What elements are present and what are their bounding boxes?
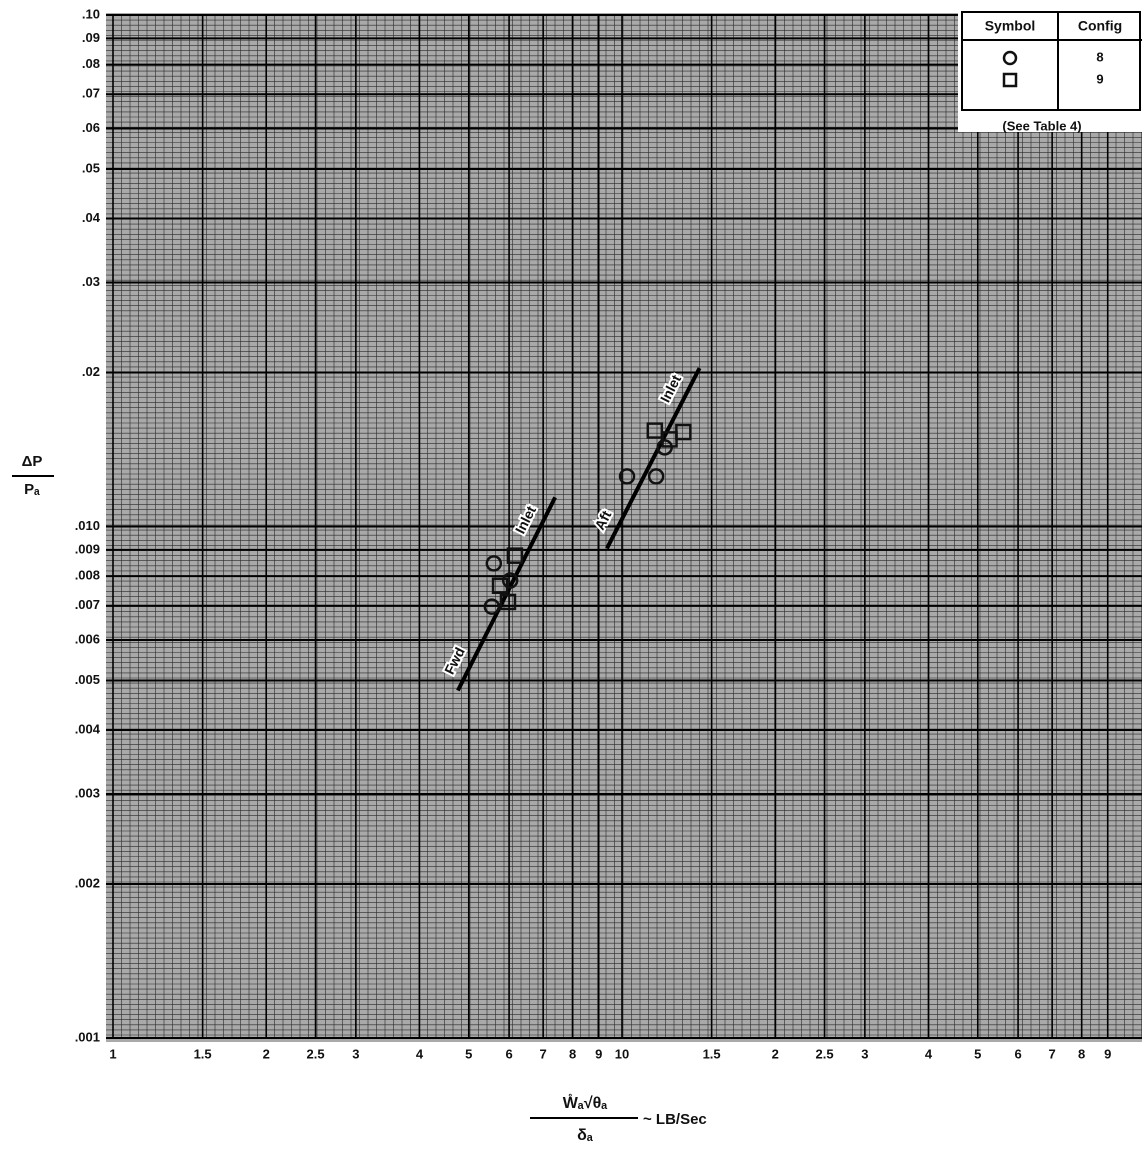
legend-note: (See Table 4) bbox=[1002, 118, 1081, 133]
x-label-unit: ~ LB/Sec bbox=[643, 1111, 707, 1128]
legend-table bbox=[961, 11, 1141, 111]
point bbox=[647, 468, 665, 485]
y-tick-label: .06 bbox=[82, 120, 100, 135]
x-tick-label: 2 bbox=[772, 1046, 779, 1061]
y-tick-label: .03 bbox=[82, 274, 100, 289]
legend-header: Config bbox=[1078, 18, 1122, 34]
x-label-denominator: δₐ bbox=[577, 1127, 593, 1144]
point bbox=[661, 431, 678, 448]
y-tick-label: .010 bbox=[75, 518, 100, 533]
y-tick-label: .07 bbox=[82, 86, 100, 101]
x-tick-label: 8 bbox=[569, 1046, 576, 1061]
point bbox=[501, 572, 519, 589]
y-tick-label: .09 bbox=[82, 30, 100, 45]
y-tick-label: .04 bbox=[82, 210, 101, 225]
point bbox=[483, 598, 501, 615]
y-tick-label: .009 bbox=[75, 541, 100, 556]
legend-marker bbox=[1002, 50, 1018, 66]
x-tick-label: 2.5 bbox=[307, 1046, 325, 1061]
point bbox=[646, 422, 664, 439]
x-tick-label: 5 bbox=[465, 1046, 472, 1061]
y-label-numerator: ΔP bbox=[22, 453, 43, 470]
x-tick-label: 2 bbox=[263, 1046, 270, 1061]
y-tick-label: .001 bbox=[75, 1029, 100, 1044]
y-tick-label: .008 bbox=[75, 568, 100, 583]
legend-marker bbox=[1002, 72, 1018, 88]
y-tick-label: .004 bbox=[75, 721, 101, 736]
y-tick-label: .05 bbox=[82, 160, 100, 175]
y-tick-label: .005 bbox=[75, 672, 100, 687]
legend-header: Symbol bbox=[985, 18, 1036, 34]
x-tick-label: 4 bbox=[416, 1046, 424, 1061]
y-tick-label: .10 bbox=[82, 6, 100, 21]
point bbox=[499, 593, 517, 611]
x-tick-label: 1 bbox=[109, 1046, 116, 1061]
y-tick-label: .003 bbox=[75, 785, 100, 800]
x-tick-label: 7 bbox=[1049, 1046, 1056, 1061]
x-tick-label: 5 bbox=[974, 1046, 981, 1061]
legend-label: 9 bbox=[1096, 71, 1103, 86]
x-tick-label: 6 bbox=[505, 1046, 512, 1061]
y-tick-label: .006 bbox=[75, 631, 100, 646]
x-tick-label: 8 bbox=[1078, 1046, 1085, 1061]
x-tick-label: 10 bbox=[615, 1046, 629, 1061]
y-label-denominator: Pₐ bbox=[24, 481, 40, 498]
fit-line bbox=[605, 367, 702, 550]
x-tick-label: 1.5 bbox=[703, 1046, 721, 1061]
x-tick-label: 4 bbox=[925, 1046, 933, 1061]
point bbox=[506, 547, 524, 564]
x-tick-label: 2.5 bbox=[816, 1046, 834, 1061]
x-tick-label: 3 bbox=[861, 1046, 868, 1061]
x-label-numerator: W̊ₐ√θₐ bbox=[563, 1093, 608, 1112]
x-tick-label: 9 bbox=[1104, 1046, 1111, 1061]
y-tick-label: .02 bbox=[82, 364, 100, 379]
x-tick-label: 6 bbox=[1014, 1046, 1021, 1061]
legend-label: 8 bbox=[1096, 49, 1103, 64]
point bbox=[618, 468, 636, 485]
x-tick-label: 7 bbox=[540, 1046, 547, 1061]
y-tick-label: .08 bbox=[82, 56, 100, 71]
y-tick-label: .007 bbox=[75, 597, 100, 612]
x-tick-label: 1.5 bbox=[194, 1046, 212, 1061]
point bbox=[485, 555, 503, 572]
point bbox=[491, 577, 509, 594]
x-tick-label: 9 bbox=[595, 1046, 602, 1061]
y-tick-label: .002 bbox=[75, 875, 100, 890]
x-tick-label: 3 bbox=[352, 1046, 359, 1061]
